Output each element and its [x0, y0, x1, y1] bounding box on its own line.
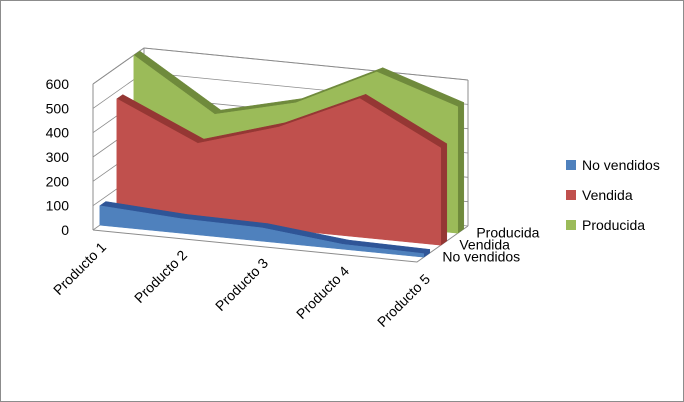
legend-label: Producida — [582, 217, 645, 233]
y-tick-label: 500 — [46, 100, 70, 116]
series-vendida — [116, 94, 448, 246]
y-tick-label: 600 — [46, 76, 70, 92]
area-end-face — [440, 143, 448, 246]
gridline-600 — [92, 47, 469, 85]
depth-tick-label: Producida — [476, 224, 539, 240]
y-axis-ticks: 0 100 200 300 400 500 600 — [46, 76, 70, 238]
area-front-face — [99, 205, 425, 258]
depth-tick-label: No vendidos — [442, 248, 520, 264]
area-front-face — [116, 98, 442, 246]
y-tick-label: 100 — [46, 198, 70, 214]
depth-tick-label: Vendida — [459, 236, 510, 252]
floor-edge — [92, 225, 469, 263]
series-areas — [99, 50, 465, 258]
legend-item-no-vendidos: No vendidos — [566, 157, 660, 173]
x-tick-label: Producto 3 — [212, 255, 271, 314]
legend-label: No vendidos — [582, 157, 660, 173]
y-tick-label: 400 — [46, 125, 70, 141]
legend-swatch — [566, 190, 576, 200]
x-tick-label: Producto 2 — [131, 247, 190, 306]
y-tick-label: 300 — [46, 149, 70, 165]
legend-item-vendida: Vendida — [566, 187, 633, 203]
x-tick-label: Producto 4 — [293, 263, 352, 322]
y-tick-label: 200 — [46, 173, 70, 189]
legend-swatch — [566, 220, 576, 230]
y-tick-label: 0 — [61, 222, 69, 238]
legend-swatch — [566, 160, 576, 170]
area-end-face — [457, 102, 465, 234]
legend-item-producida: Producida — [566, 217, 645, 233]
series-no-vendidos — [99, 201, 431, 258]
legend: No vendidos Vendida Producida — [566, 157, 660, 233]
x-tick-label: Producto 1 — [50, 239, 109, 298]
legend-label: Vendida — [582, 187, 633, 203]
x-tick-label: Producto 5 — [374, 271, 433, 330]
